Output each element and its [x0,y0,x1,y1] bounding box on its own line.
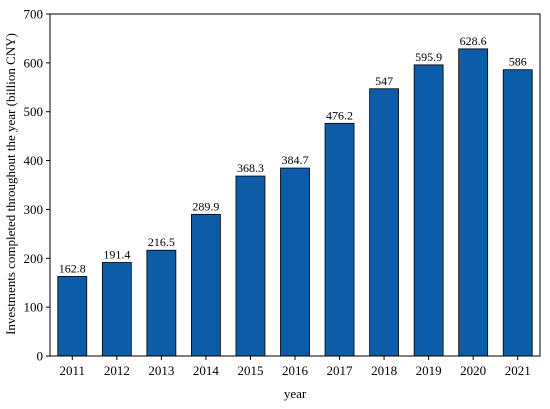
y-tick-label-300: 300 [24,202,44,217]
bar-2016 [280,167,310,357]
data-label-2021: 586 [509,55,527,69]
bar-2020 [458,48,489,357]
bar-2021 [502,69,533,357]
x-tick-label-2017: 2017 [327,363,354,378]
data-label-2019: 595.9 [415,50,442,64]
bar-2018 [369,88,399,357]
axes-layer [46,13,541,360]
data-label-2018: 547 [375,74,393,88]
x-tick-label-2020: 2020 [460,363,486,378]
data-label-2013: 216.5 [148,235,175,249]
data-label-2016: 384.7 [282,153,309,167]
x-tick-label-2015: 2015 [237,363,263,378]
y-tick-label-500: 500 [24,104,44,119]
bar-2019 [413,64,444,357]
y-tick-label-400: 400 [24,153,44,168]
data-label-2014: 289.9 [192,199,219,213]
bar-2013 [146,249,177,357]
x-axis-title: year [284,386,307,401]
y-tick-label-700: 700 [24,7,44,22]
x-tick-label-2019: 2019 [416,363,442,378]
y-tick-label-600: 600 [24,55,44,70]
bar-2012 [101,262,132,357]
y-axis-title: Investments completed throughout the yea… [3,33,18,335]
x-tick-label-2011: 2011 [60,363,86,378]
labels-layer: 162.8 2011 191.4 2012 216.5 2013 289.9 2014 368.… [24,7,531,379]
x-tick-label-2021: 2021 [505,363,531,378]
x-tick-label-2012: 2012 [104,363,130,378]
x-tick-label-2014: 2014 [193,363,220,378]
data-label-2015: 368.3 [237,161,264,175]
x-tick-label-2018: 2018 [371,363,397,378]
y-tick-label-100: 100 [24,300,44,315]
x-tick-label-2013: 2013 [148,363,174,378]
bar-2011 [57,276,88,357]
data-label-2020: 628.6 [460,34,487,48]
bar-2017 [324,122,355,357]
plot-frame [49,13,541,357]
y-tick-label-0: 0 [37,349,44,364]
data-label-2012: 191.4 [103,247,130,261]
data-label-2011: 162.8 [59,261,86,275]
bars-layer [57,48,533,357]
y-tick-label-200: 200 [24,251,44,266]
bar-2015 [235,175,266,357]
bar-2014 [191,213,221,357]
data-label-2017: 476.2 [326,108,353,122]
x-tick-label-2016: 2016 [282,363,309,378]
